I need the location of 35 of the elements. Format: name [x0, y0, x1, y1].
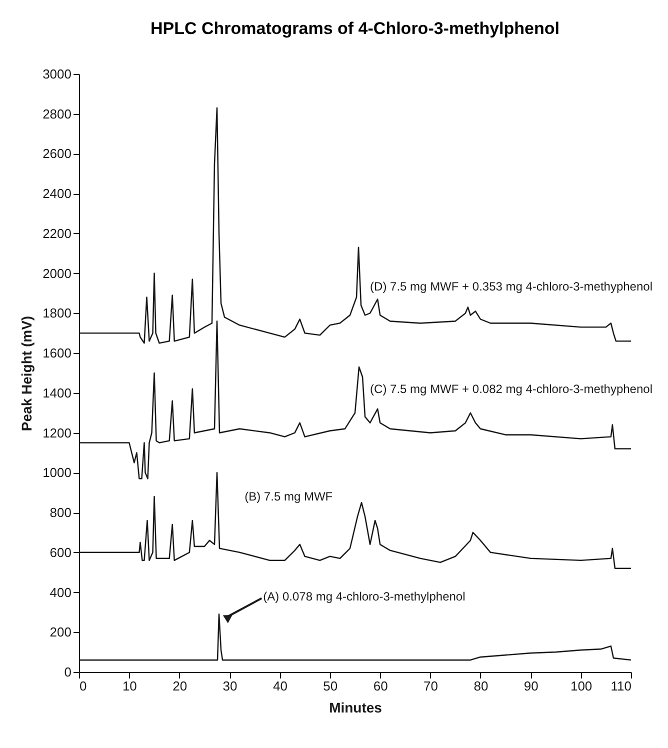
y-tick-label: 200 — [50, 624, 72, 640]
x-tick-label: 20 — [172, 678, 188, 694]
annotation: (A) 0.078 mg 4-chloro-3-methylphenol — [263, 589, 466, 604]
y-tick-label: 1800 — [42, 306, 72, 321]
y-tick-label: 1400 — [42, 385, 72, 400]
x-axis-title: Minutes — [329, 700, 382, 716]
y-tick-label: 600 — [50, 544, 72, 560]
y-tick-label: 2400 — [42, 186, 72, 202]
x-tick-label: 40 — [272, 678, 288, 694]
x-tick-label: 80 — [474, 678, 488, 694]
x-tick-label: 110 — [610, 678, 632, 694]
y-tick-label: 800 — [50, 505, 72, 520]
x-tick-label: 10 — [122, 678, 137, 694]
series-label: (D) 7.5 mg MWF + 0.353 mg 4-chloro-3-methyphenol — [370, 279, 653, 294]
y-axis-title: Peak Height (mV) — [18, 316, 35, 432]
x-tick-label: 70 — [424, 678, 438, 694]
y-tick-label: 2800 — [42, 106, 72, 122]
chart-title: HPLC Chromatograms of 4-Chloro-3-methylphenol — [150, 19, 560, 38]
y-tick-label: 2200 — [42, 226, 72, 241]
x-tick-label: 100 — [570, 678, 592, 694]
x-tick-label: 30 — [222, 678, 238, 694]
y-tick-label: 1000 — [42, 465, 72, 480]
y-tick-label: 0 — [64, 664, 72, 680]
y-tick-label: 2000 — [42, 266, 72, 281]
x-tick-label: 90 — [524, 678, 538, 694]
y-tick-label: 1600 — [42, 346, 72, 361]
text: (B) 7.5 mg MWF — [244, 490, 333, 504]
series-label: (C) 7.5 mg MWF + 0.082 mg 4-chloro-3-methyphenol — [370, 382, 653, 396]
x-tick-label: 0 — [80, 678, 87, 694]
y-tick-label: 400 — [50, 584, 72, 600]
y-tick-label: 3000 — [42, 66, 72, 82]
x-tick-label: 60 — [373, 678, 388, 694]
y-tick-label: 2600 — [42, 146, 72, 162]
x-tick-label: 50 — [323, 678, 338, 694]
y-tick-label: 1200 — [42, 425, 72, 440]
